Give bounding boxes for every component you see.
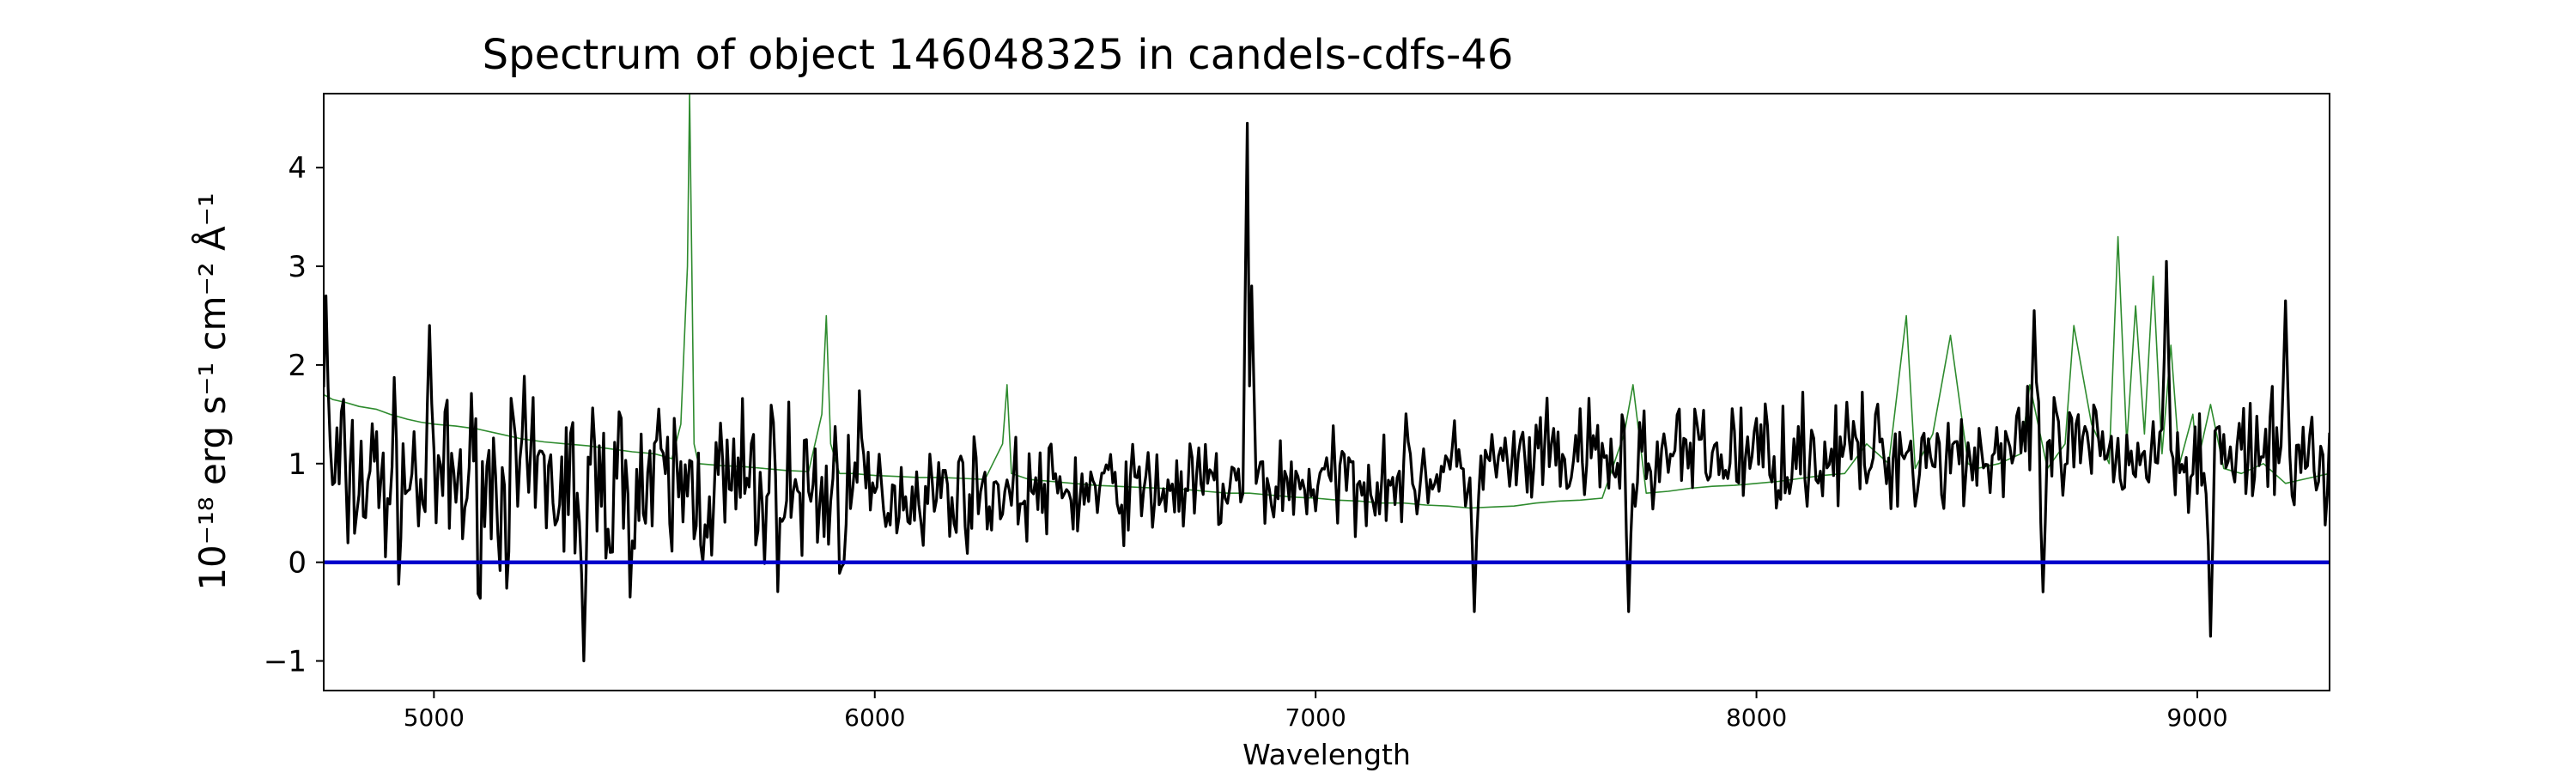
y-tick-label: 0 — [288, 546, 307, 581]
x-tick-label: 5000 — [404, 703, 465, 732]
x-tick-label: 7000 — [1285, 703, 1346, 732]
chart-title: Spectrum of object 146048325 in candels-… — [483, 31, 1514, 79]
y-tick-label: 3 — [288, 250, 307, 284]
x-axis-label: Wavelength — [1242, 738, 1411, 771]
x-tick-label: 8000 — [1726, 703, 1787, 732]
y-tick-label: −1 — [264, 645, 307, 679]
y-tick-label: 1 — [288, 447, 307, 482]
y-tick-label: 4 — [288, 151, 307, 186]
y-tick-label: 2 — [288, 349, 307, 383]
x-tick-label: 9000 — [2166, 703, 2227, 732]
plot-frame — [323, 93, 2330, 691]
y-axis-label: 10⁻¹⁸ erg s⁻¹ cm⁻² Å⁻¹ — [191, 192, 234, 590]
observed-spectrum-line — [324, 121, 2330, 663]
x-tick-label: 6000 — [844, 703, 905, 732]
